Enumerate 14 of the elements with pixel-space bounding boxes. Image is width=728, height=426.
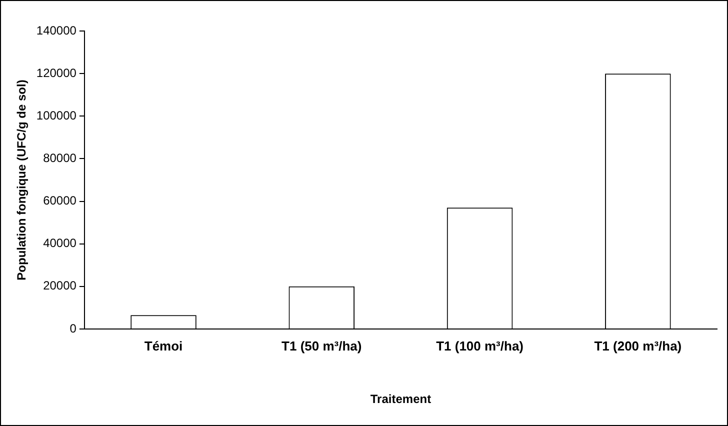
y-tick-label: 140000: [36, 23, 77, 38]
x-axis-title: Traitement: [370, 392, 432, 406]
y-tick-label: 40000: [43, 236, 77, 250]
y-tick-label: 60000: [43, 194, 77, 208]
y-axis-title: Population fongique (UFC/g de sol): [14, 80, 29, 280]
y-tick-label: 0: [70, 321, 77, 336]
x-tick-label: T1 (50 m³/ha): [282, 338, 362, 354]
y-tick-label: 100000: [36, 108, 77, 122]
y-tick-label: 120000: [36, 66, 77, 80]
x-tick-label: T1 (100 m³/ha): [436, 338, 524, 354]
x-tick-label: Témoi: [144, 338, 183, 354]
y-tick-label: 20000: [43, 278, 77, 293]
x-tick-label: T1 (200 m³/ha): [594, 338, 682, 354]
y-tick-label: 80000: [43, 151, 77, 166]
